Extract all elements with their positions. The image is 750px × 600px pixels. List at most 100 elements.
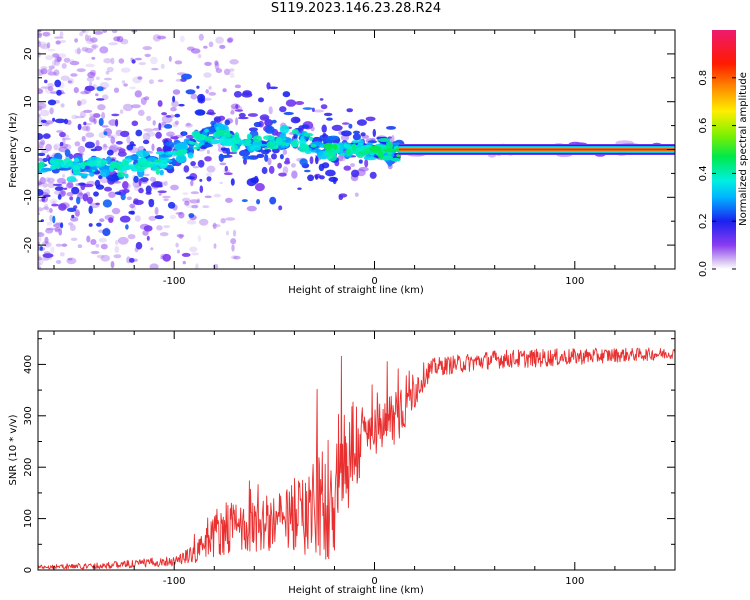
spectral-blob — [56, 89, 62, 96]
spectral-blob — [125, 224, 129, 230]
spectral-blob — [352, 133, 361, 141]
spectral-blob — [222, 88, 227, 93]
spectral-blob — [338, 194, 344, 200]
spectral-blob — [315, 174, 319, 180]
spectral-blob — [158, 193, 162, 196]
spectral-blob — [348, 123, 353, 129]
spectral-blob — [38, 207, 44, 212]
spectral-blob — [271, 119, 277, 124]
spectral-blob — [117, 151, 127, 157]
spectral-blob — [52, 53, 60, 58]
spectral-blob — [372, 128, 376, 138]
spectral-blob — [86, 235, 91, 243]
spectral-blob — [331, 124, 343, 131]
spectral-blob — [242, 90, 252, 96]
spectral-blob — [327, 135, 340, 140]
spectral-blob — [254, 183, 265, 192]
spectral-blob — [358, 166, 369, 172]
spectral-blob — [82, 193, 89, 202]
spectral-blob — [69, 224, 76, 232]
colorbar-tick-label: 0.0 — [698, 261, 709, 277]
spectral-blob — [225, 217, 236, 221]
spectral-blob — [42, 157, 48, 163]
spectral-blob — [157, 184, 163, 188]
spectral-blob — [101, 125, 109, 128]
spectral-blob — [223, 172, 233, 176]
spectral-blob — [186, 122, 191, 127]
spectral-blob — [206, 149, 210, 155]
spectral-blob — [157, 190, 167, 194]
spectral-blob — [189, 199, 200, 204]
spectral-blob — [150, 247, 154, 251]
spectral-blob — [60, 75, 70, 81]
spectral-blob — [108, 191, 116, 198]
spectral-blob — [188, 213, 195, 218]
spectral-blob — [326, 153, 337, 162]
spectral-blob — [285, 157, 290, 163]
spectral-blob — [46, 221, 53, 226]
spectral-blob — [88, 161, 96, 167]
spectral-blob — [38, 261, 41, 267]
spectral-blob — [261, 166, 268, 175]
spectral-blob — [52, 183, 63, 187]
spectral-blob — [301, 124, 310, 129]
spectral-blob — [54, 186, 64, 191]
spectral-blob — [346, 148, 351, 156]
spectral-blob — [181, 252, 191, 257]
colorbar-tick-label: 0.4 — [698, 165, 709, 181]
spectral-blob — [93, 118, 97, 125]
spectral-blob — [38, 146, 44, 149]
spectral-blob — [71, 114, 78, 120]
spectral-blob — [89, 171, 95, 177]
spectral-blob — [38, 51, 41, 58]
spectral-blob — [268, 106, 273, 115]
spectral-blob — [50, 246, 55, 254]
spectral-blob — [108, 217, 114, 224]
spectral-blob — [99, 218, 105, 223]
spectral-blob — [143, 173, 150, 177]
spectral-blob — [276, 137, 281, 142]
spectral-blob — [82, 161, 89, 166]
spectral-blob — [111, 113, 120, 117]
spectral-blob — [246, 133, 252, 140]
spectral-blob — [230, 144, 239, 153]
spectral-blob — [174, 142, 188, 152]
spectral-blob — [183, 165, 190, 173]
spectral-blob — [52, 215, 56, 224]
spectral-blob — [98, 175, 103, 180]
spectral-blob — [244, 138, 252, 144]
spectral-blob — [93, 31, 103, 35]
spectral-blob — [47, 68, 53, 73]
spectral-blob — [324, 149, 334, 153]
colorbar-tick-label: 0.6 — [698, 118, 709, 134]
spectral-blob — [122, 181, 129, 190]
spectral-blob — [114, 165, 123, 170]
spectral-blob — [98, 118, 104, 126]
spectral-blob — [115, 239, 119, 246]
snr-x-axis-label: Height of straight line (km) — [288, 585, 424, 596]
spectral-blob — [120, 67, 131, 73]
spectral-blob — [282, 138, 287, 141]
colorbar-gradient — [712, 30, 736, 269]
spectral-blob — [224, 119, 231, 126]
spectral-blob — [233, 255, 241, 260]
spectral-blob — [278, 205, 283, 211]
spectral-blob — [148, 198, 155, 208]
spectral-blob — [99, 46, 109, 54]
spectral-blob — [204, 195, 212, 199]
spectral-blob — [386, 126, 396, 130]
spectral-blob — [229, 72, 235, 79]
spectral-blob — [214, 60, 219, 66]
spectral-blob — [278, 172, 287, 177]
spectral-blob — [204, 61, 212, 66]
spectral-blob — [314, 147, 321, 154]
spectral-blob — [229, 59, 239, 65]
spectral-blob — [264, 125, 275, 134]
spectral-blob — [204, 136, 214, 141]
spectral-blob — [122, 188, 130, 194]
spectral-blob — [181, 197, 191, 203]
spectral-blob — [242, 155, 253, 160]
spectral-blob — [391, 142, 401, 145]
spectral-blob — [155, 166, 160, 175]
spectral-blob — [155, 151, 165, 155]
